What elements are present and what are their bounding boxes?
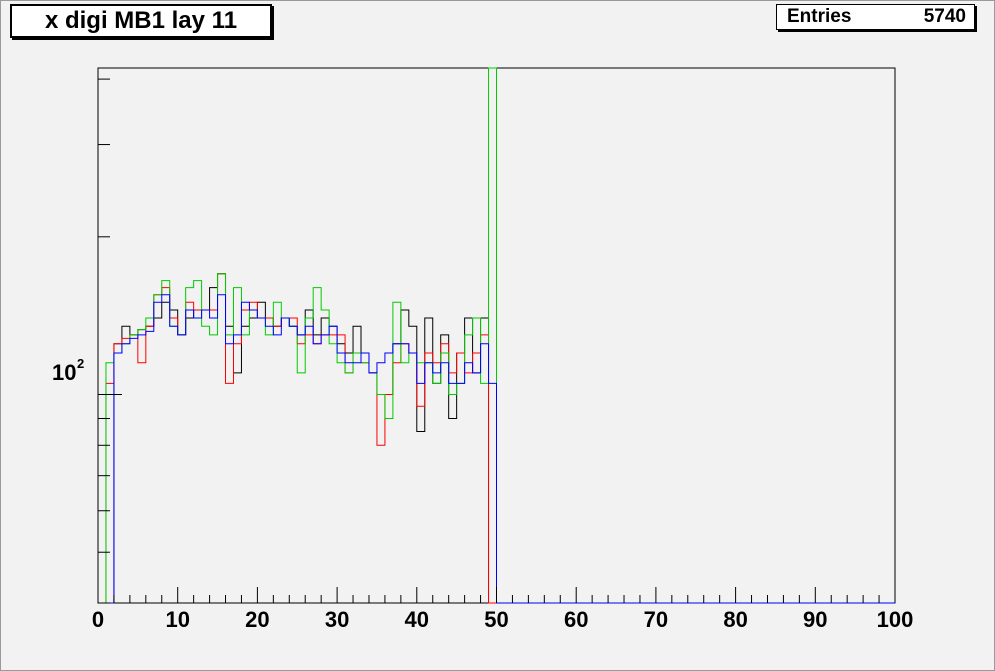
x-tick-label: 90	[803, 607, 827, 632]
histogram-title: x digi MB1 lay 11	[10, 4, 272, 38]
x-tick-label: 0	[92, 607, 104, 632]
y-tick-label-exponent: 2	[77, 356, 84, 371]
y-tick-label-base: 10	[52, 360, 76, 385]
x-tick-label: 10	[165, 607, 189, 632]
x-tick-label: 70	[644, 607, 668, 632]
stats-entries-label: Entries	[787, 6, 852, 27]
y-axis-ticks	[98, 78, 122, 604]
x-tick-label: 30	[325, 607, 349, 632]
x-tick-label: 20	[245, 607, 269, 632]
x-tick-label: 80	[723, 607, 747, 632]
series-layer	[98, 67, 895, 604]
x-tick-label: 100	[877, 607, 914, 632]
histogram-series-3	[98, 294, 895, 604]
histogram-title-text: x digi MB1 lay 11	[44, 7, 238, 34]
stats-box: Entries 5740	[776, 4, 975, 30]
x-tick-label: 60	[564, 607, 588, 632]
stats-entries-value: 5740	[923, 6, 966, 27]
axis-layer: 0 10 20 30 40 50 60 70 80 90 100	[92, 587, 913, 632]
histogram-series-2	[98, 67, 895, 604]
x-tick-label: 40	[405, 607, 429, 632]
x-tick-label: 50	[484, 607, 508, 632]
